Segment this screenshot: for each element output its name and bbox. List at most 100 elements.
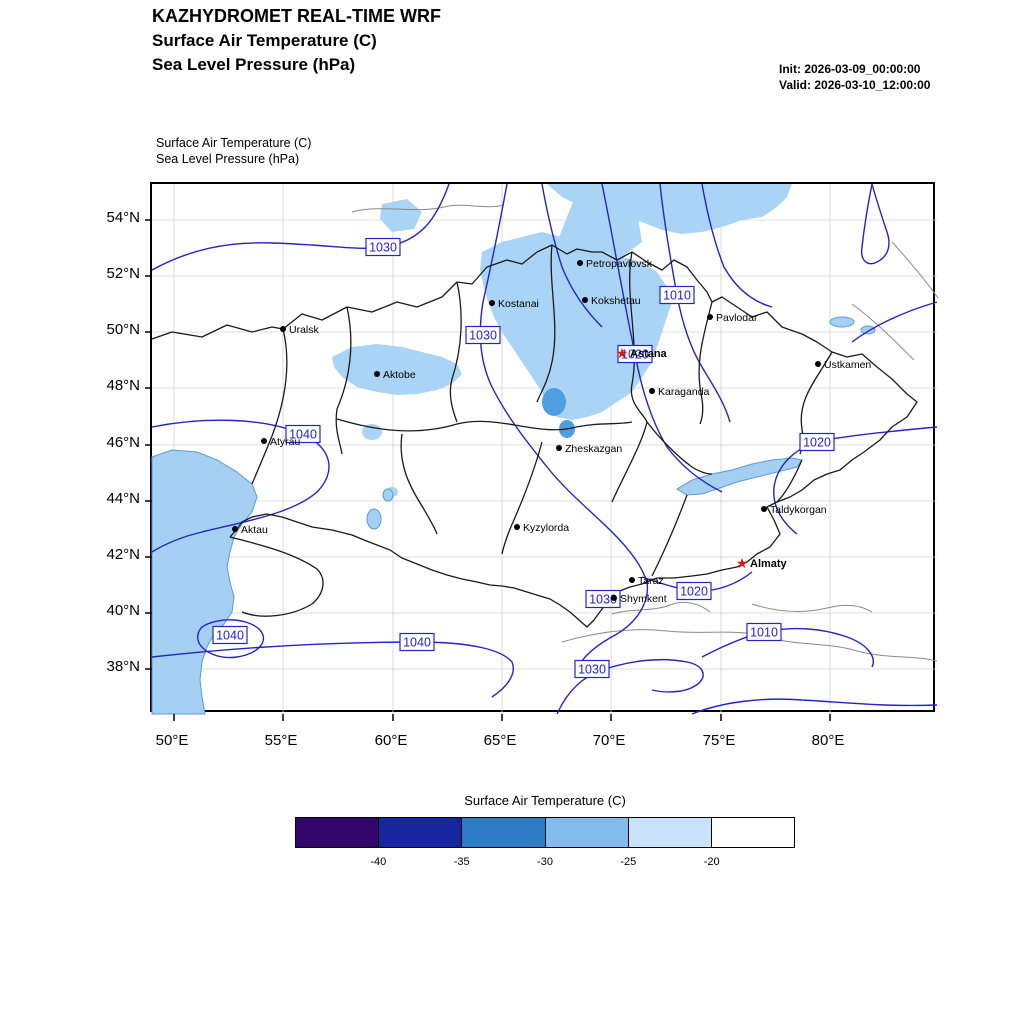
colorbar-segments [296,818,795,847]
isobar-1030-central [479,183,649,665]
lon-tick-label: 60°E [374,732,408,749]
kazakhstan-outline [151,244,918,628]
page-subtitle-temperature: Surface Air Temperature (C) [152,31,377,50]
isobar-north-b [701,183,773,308]
lon-tick-label: 75°E [702,732,736,749]
axis-tick-layer [145,219,831,721]
city-label: Kyzylorda [523,522,569,534]
city-label: Kokshetau [591,295,641,307]
kazakhstan-borders [151,244,918,628]
colorbar-tick-label: -30 [537,856,553,868]
border-south-inner [611,601,711,615]
pressure-label: 1010 [663,289,691,303]
isobar-1010-se [701,627,874,668]
colorbar-tick-label: -35 [453,856,470,868]
city-marker [582,297,588,303]
lat-tick-label: 40°N [106,602,140,619]
cold-area-aktobe [332,344,462,395]
city-label: Pavlodar [716,312,758,324]
city-marker [514,524,520,530]
colorbar [295,817,795,848]
lat-tick-label: 44°N [106,490,140,507]
pressure-label: 1020 [621,348,649,362]
temperature-shading [332,184,792,497]
city-marker [707,314,713,320]
cold-patch-northwest [380,199,422,232]
pressure-label: 1030 [469,329,497,343]
oblast-border [646,421,713,475]
pressure-label: 1030 [589,593,617,607]
pressure-label-box [617,344,653,364]
lake-balkhash [676,457,803,496]
pressure-label: 1040 [216,629,244,643]
city-label: Ustkamen [824,359,871,371]
city-marker [261,438,267,444]
oblast-border [501,441,543,555]
oblast-border [611,251,648,503]
lon-tick-label: 55°E [264,732,298,749]
pressure-label: 1010 [750,626,778,640]
oblast-border [536,244,556,403]
pressure-label: 1020 [803,436,831,450]
lon-tick-label: 65°E [483,732,517,749]
colorbar-title: Surface Air Temperature (C) [464,793,626,808]
city-label: Aktau [241,524,268,536]
capital-star-icon: ★ [616,345,629,361]
city-label: Shymkent [620,593,667,605]
city-marker [489,300,495,306]
colder-core-patch [542,388,566,416]
city-label: Astana [630,348,668,360]
page-title: KAZHYDROMET REAL-TIME WRF [152,6,441,26]
run-times: Init: 2026-03-09_00:00:00 Valid: 2026-03… [779,61,930,93]
pressure-label-box [212,625,248,645]
border-east-upper [891,241,939,299]
city-marker [629,577,635,583]
border-east [851,303,915,361]
isobar-1010-ne [659,183,731,423]
pressure-label-box [659,285,695,305]
city-marker [556,445,562,451]
small-lake-northeast [829,316,855,328]
city-label: Atyrau [270,436,301,448]
city-marker [374,371,380,377]
colorbar-segment [379,818,463,847]
isobar-loop-ne [860,183,890,265]
city-label: Taraz [638,575,664,587]
lon-tick-label: 80°E [811,732,845,749]
colorbar-segment [296,818,380,847]
lon-tick-label: 70°E [592,732,626,749]
valid-time: Valid: 2026-03-10_12:00:00 [779,78,931,92]
city-layer: Petropavlovsk Kostanai Kokshetau Pavlodar Ur… [232,258,871,605]
pressure-label: 1040 [403,636,431,650]
oblast-border [698,301,713,425]
city-label: Petropavlovsk [586,258,653,270]
colorbar-tick-label: -40 [370,856,387,868]
isobar-east-edge [851,301,938,343]
lat-tick-label: 50°N [106,321,140,338]
lat-tick-label: 38°N [106,658,140,675]
capital-star-icon: ★ [736,555,749,571]
pressure-label-box [574,659,610,679]
border-north-russia [351,204,505,213]
city-label: Karaganda [658,386,710,398]
city-marker [815,361,821,367]
city-label: Almaty [750,558,788,570]
pressure-label-box [365,237,401,257]
pressure-label-box [399,632,435,652]
oblast-border [776,459,803,503]
lon-tick-label: 50°E [155,732,189,749]
colorbar-tick-labels: -40 -35 -30 -25 -20 [295,856,795,872]
pressure-label-box [285,424,321,444]
isobar-1020-astana [601,183,723,493]
city-label: Taldykorgan [770,504,827,516]
isobar-1040-caspian-loop [197,619,265,659]
small-lake-northeast [860,325,876,335]
isobar-1030-south [556,658,704,715]
colorbar-tick-label: -20 [703,856,720,868]
city-marker [280,326,286,332]
small-lake [382,488,394,502]
oblast-border-mangystau [229,536,324,617]
city-marker [649,388,655,394]
oblast-border [335,306,352,455]
pressure-label: 1030 [578,663,606,677]
